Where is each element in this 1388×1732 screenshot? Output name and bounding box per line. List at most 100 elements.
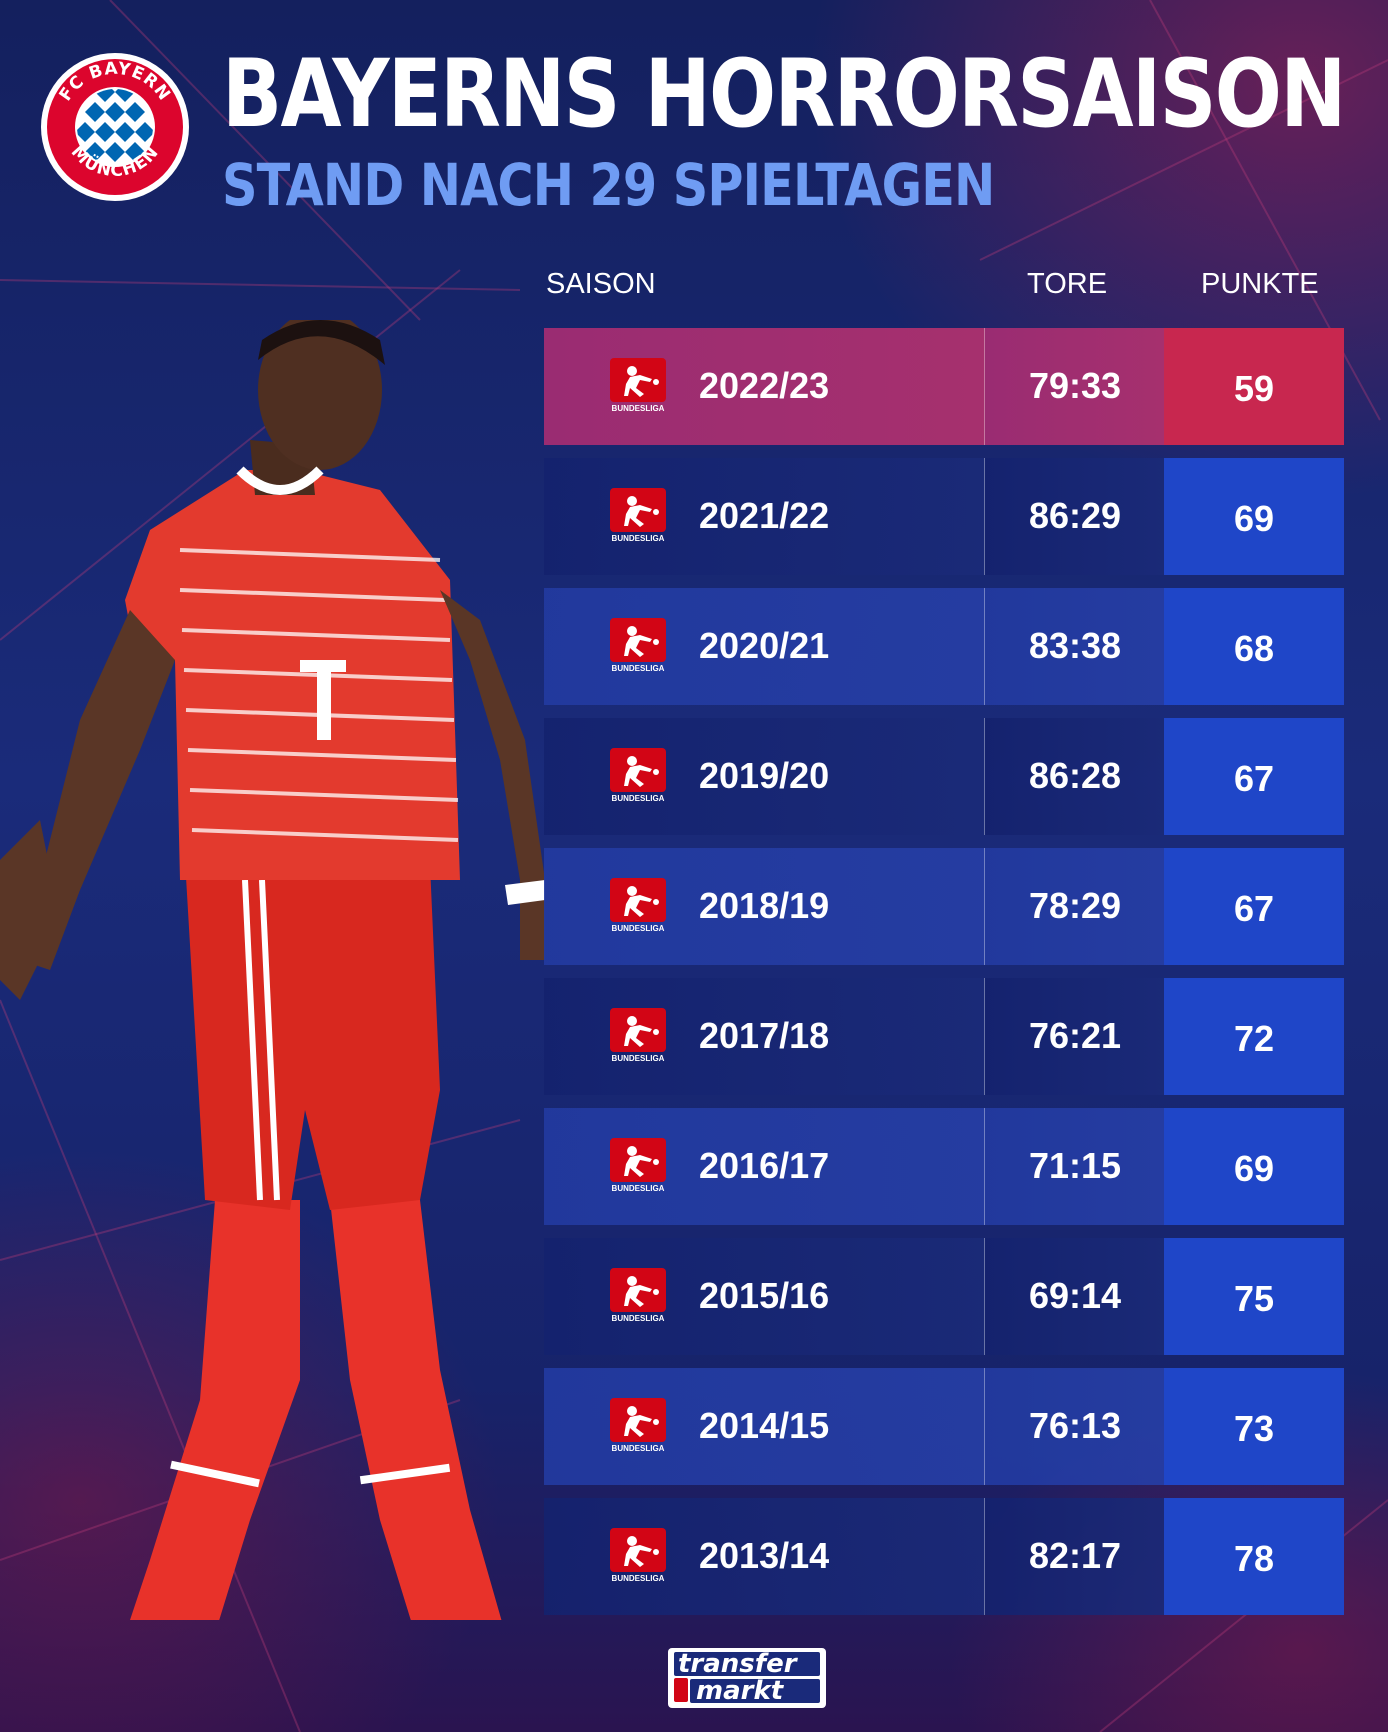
goals-value: 86:28 [1028,755,1122,796]
bundesliga-caption: BUNDESLIGA [611,1444,665,1453]
goals-cell: 86:29 [984,458,1165,575]
season-value: 2022/23 [699,365,830,406]
points-value: 67 [1233,888,1275,929]
goals-value: 79:33 [1028,365,1122,406]
bundesliga-caption: BUNDESLIGA [611,1314,665,1323]
bundesliga-icon: BUNDESLIGA [610,1008,666,1066]
bundesliga-icon: BUNDESLIGA [610,1528,666,1586]
points-value: 69 [1233,1148,1275,1189]
goals-cell: 71:15 [984,1108,1165,1225]
season-cell: BUNDESLIGA 2015/16 [544,1238,984,1355]
bundesliga-icon: BUNDESLIGA [610,358,666,416]
brand-line-2: markt [696,1676,784,1706]
goals-value: 82:17 [1028,1535,1122,1576]
goals-cell: 78:29 [984,848,1165,965]
points-cell: 69 [1164,458,1344,575]
table-row: BUNDESLIGA 2015/16 69:14 75 [544,1238,1344,1355]
points-value: 68 [1233,628,1275,669]
season-cell: BUNDESLIGA 2017/18 [544,978,984,1095]
goals-cell: 86:28 [984,718,1165,835]
points-value: 72 [1233,1018,1275,1059]
season-cell: BUNDESLIGA 2018/19 [544,848,984,965]
bundesliga-caption: BUNDESLIGA [611,534,665,543]
bundesliga-icon: BUNDESLIGA [610,878,666,936]
goals-cell: 76:13 [984,1368,1165,1485]
season-value: 2014/15 [699,1405,830,1446]
points-cell: 67 [1164,718,1344,835]
season-value: 2020/21 [699,625,830,666]
bundesliga-caption: BUNDESLIGA [611,1054,665,1063]
transfermarkt-logo: transfer markt [668,1648,826,1708]
season-cell: BUNDESLIGA 2013/14 [544,1498,984,1615]
table-row: BUNDESLIGA 2018/19 78:29 67 [544,848,1344,965]
goals-value: 71:15 [1028,1145,1122,1186]
page-subtitle: STAND NACH 29 SPIELTAGEN [222,151,995,219]
goals-cell: 79:33 [984,328,1165,445]
player-figure [0,320,545,1620]
column-header-saison: SAISON [546,268,656,300]
table-row: BUNDESLIGA 2013/14 82:17 78 [544,1498,1344,1615]
page-title: BAYERNS HORRORSAISON [222,40,1346,149]
column-header-tore: TORE [1027,268,1108,300]
season-value: 2018/19 [699,885,830,926]
points-cell: 75 [1164,1238,1344,1355]
brand-line-1: transfer [678,1649,797,1679]
goals-value: 83:38 [1028,625,1122,666]
bundesliga-icon: BUNDESLIGA [610,1138,666,1196]
season-value: 2015/16 [699,1275,830,1316]
points-value: 59 [1233,368,1275,409]
bundesliga-icon: BUNDESLIGA [610,748,666,806]
season-value: 2019/20 [699,755,830,796]
bundesliga-caption: BUNDESLIGA [611,794,665,803]
season-cell: BUNDESLIGA 2016/17 [544,1108,984,1225]
goals-value: 76:13 [1028,1405,1122,1446]
table-row: BUNDESLIGA 2016/17 71:15 69 [544,1108,1344,1225]
points-value: 75 [1233,1278,1275,1319]
season-value: 2013/14 [699,1535,830,1576]
season-value: 2016/17 [699,1145,830,1186]
goals-cell: 82:17 [984,1498,1165,1615]
season-cell: BUNDESLIGA 2021/22 [544,458,984,575]
bundesliga-icon: BUNDESLIGA [610,488,666,546]
bundesliga-icon: BUNDESLIGA [610,618,666,676]
points-value: 67 [1233,758,1275,799]
goals-value: 86:29 [1028,495,1122,536]
points-cell: 59 [1164,328,1344,445]
goals-cell: 83:38 [984,588,1165,705]
season-value: 2017/18 [699,1015,830,1056]
goals-cell: 76:21 [984,978,1165,1095]
bundesliga-caption: BUNDESLIGA [611,1184,665,1193]
table-row: BUNDESLIGA 2021/22 86:29 69 [544,458,1344,575]
season-cell: BUNDESLIGA 2019/20 [544,718,984,835]
table-row: BUNDESLIGA 2020/21 83:38 68 [544,588,1344,705]
points-cell: 68 [1164,588,1344,705]
bundesliga-caption: BUNDESLIGA [611,404,665,413]
bundesliga-icon: BUNDESLIGA [610,1268,666,1326]
goals-value: 69:14 [1028,1275,1122,1316]
points-cell: 73 [1164,1368,1344,1485]
points-value: 69 [1233,498,1275,539]
points-cell: 69 [1164,1108,1344,1225]
season-cell: BUNDESLIGA 2022/23 [544,328,984,445]
table-row: BUNDESLIGA 2019/20 86:28 67 [544,718,1344,835]
goals-value: 76:21 [1028,1015,1122,1056]
points-cell: 67 [1164,848,1344,965]
points-cell: 72 [1164,978,1344,1095]
bundesliga-icon: BUNDESLIGA [610,1398,666,1456]
table-row: BUNDESLIGA 2017/18 76:21 72 [544,978,1344,1095]
bundesliga-caption: BUNDESLIGA [611,664,665,673]
points-cell: 78 [1164,1498,1344,1615]
table-row: BUNDESLIGA 2022/23 79:33 59 [544,328,1344,445]
column-header-punkte: PUNKTE [1201,268,1319,300]
season-cell: BUNDESLIGA 2014/15 [544,1368,984,1485]
goals-cell: 69:14 [984,1238,1165,1355]
points-value: 73 [1233,1408,1275,1449]
season-cell: BUNDESLIGA 2020/21 [544,588,984,705]
goals-value: 78:29 [1028,885,1122,926]
table-row: BUNDESLIGA 2014/15 76:13 73 [544,1368,1344,1485]
bundesliga-caption: BUNDESLIGA [611,924,665,933]
fc-bayern-logo: FC BAYERN MÜNCHEN [41,53,189,201]
season-value: 2021/22 [699,495,830,536]
points-value: 78 [1233,1538,1275,1579]
